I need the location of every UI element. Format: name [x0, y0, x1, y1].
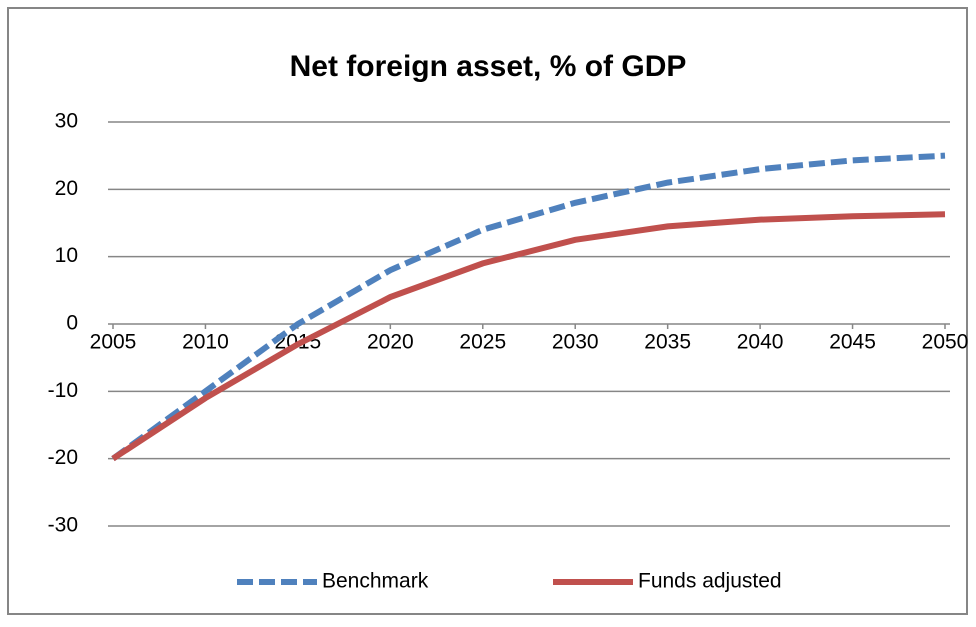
y-tick-label: 10	[55, 244, 78, 267]
series-line	[111, 152, 946, 462]
x-tick-label: 2035	[644, 331, 691, 354]
x-tick-label: 2005	[90, 331, 137, 354]
x-tick-label: 2010	[182, 331, 229, 354]
x-tick-label: 2030	[552, 331, 599, 354]
y-tick-label: 0	[66, 312, 78, 335]
y-tick-label: 20	[55, 177, 78, 200]
chart-frame	[7, 7, 968, 615]
x-tick-label: 2025	[459, 331, 506, 354]
x-tick-label: 2050	[922, 331, 969, 354]
x-tick-label: 2040	[737, 331, 784, 354]
y-tick-label: 30	[55, 110, 78, 133]
chart-title: Net foreign asset, % of GDP	[290, 50, 687, 83]
series-line	[111, 211, 946, 462]
y-tick-label: -10	[48, 379, 78, 402]
x-tick-label: 2020	[367, 331, 414, 354]
y-tick-label: -20	[48, 446, 78, 469]
y-tick-label: -30	[48, 514, 78, 537]
x-tick-label: 2045	[829, 331, 876, 354]
legend-label: Funds adjusted	[638, 570, 782, 593]
legend-label: Benchmark	[322, 570, 429, 593]
